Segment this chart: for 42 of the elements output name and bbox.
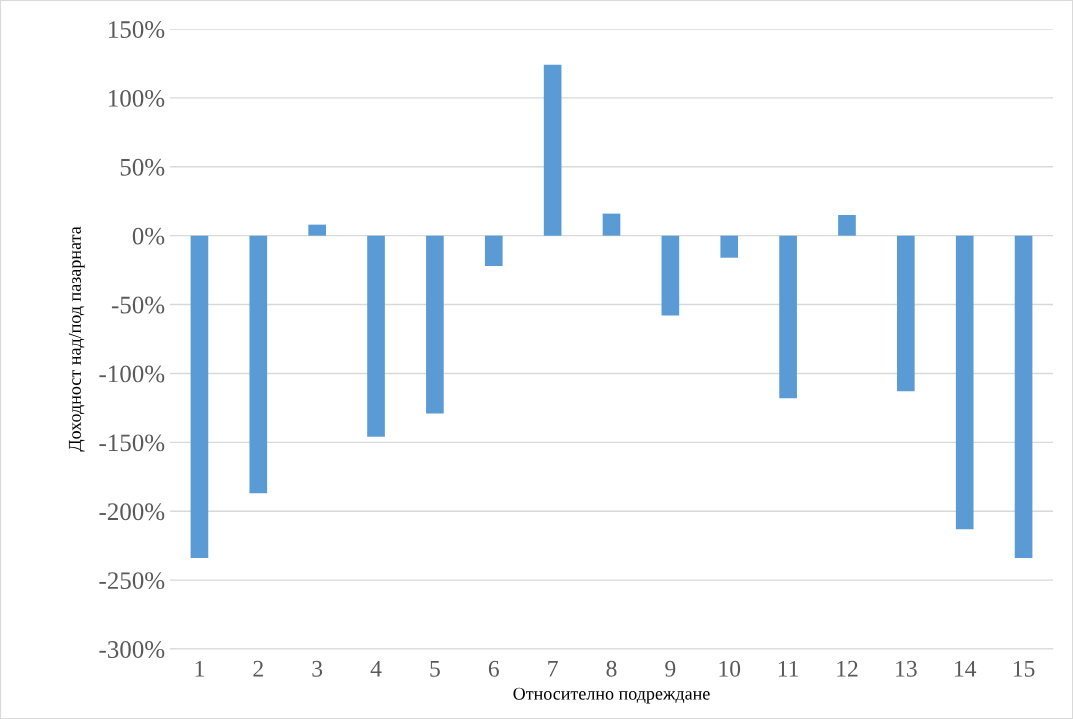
x-tick-label: 5 — [430, 661, 440, 677]
x-tick-label: 14 — [954, 660, 977, 677]
bar — [838, 215, 856, 236]
bar — [1014, 235, 1033, 559]
x-tick-label: 10 — [719, 660, 741, 677]
bar — [426, 235, 444, 414]
bar — [720, 235, 739, 258]
y-tick-label: 150% — [109, 21, 165, 38]
y-tick-label: -50% — [111, 296, 165, 314]
y-tick-label: 0% — [132, 227, 165, 245]
y-tick-label: -150% — [99, 434, 165, 452]
bar — [779, 235, 797, 399]
y-tick-label: -250% — [99, 572, 165, 590]
x-tick-label: 1 — [195, 660, 204, 677]
bar — [308, 224, 326, 236]
bar — [543, 64, 562, 236]
x-tick-label: 2 — [253, 660, 263, 677]
bar — [955, 235, 974, 530]
x-tick-label: 8 — [606, 660, 617, 677]
y-tick-label: -200% — [99, 503, 165, 521]
bar — [661, 235, 680, 316]
bar — [249, 235, 268, 494]
bar — [190, 235, 209, 559]
y-tick-label: 50% — [120, 158, 165, 176]
y-tick-label: -100% — [99, 365, 165, 383]
bar — [484, 235, 503, 266]
x-tick-label: 15 — [1013, 660, 1035, 677]
bar — [602, 213, 621, 236]
y-axis-title: Доходност над/под пазарната — [68, 226, 85, 452]
x-tick-label: 4 — [370, 660, 382, 677]
x-axis-title: Относително подреждане — [513, 687, 710, 704]
x-tick-label: 13 — [896, 660, 917, 677]
bar — [897, 235, 915, 392]
x-tick-label: 6 — [488, 660, 499, 677]
x-tick-label: 3 — [312, 660, 323, 677]
x-tick-label: 7 — [548, 661, 558, 677]
y-tick-label: -300% — [99, 641, 165, 658]
bar — [367, 235, 385, 437]
x-tick-label: 12 — [837, 660, 858, 677]
x-tick-label: 9 — [665, 660, 676, 677]
y-tick-label: 100% — [109, 89, 165, 107]
x-tick-label: 11 — [778, 660, 799, 677]
